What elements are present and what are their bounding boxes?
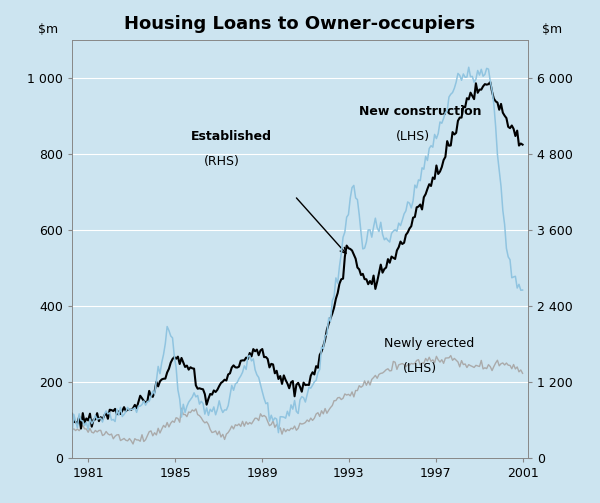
Text: $m: $m bbox=[38, 23, 58, 36]
Title: Housing Loans to Owner-occupiers: Housing Loans to Owner-occupiers bbox=[124, 15, 476, 33]
Text: (LHS): (LHS) bbox=[396, 130, 430, 143]
Text: Newly erected: Newly erected bbox=[385, 337, 475, 350]
Text: Established: Established bbox=[191, 130, 272, 143]
Text: New construction: New construction bbox=[359, 106, 482, 118]
Text: (LHS): (LHS) bbox=[403, 362, 437, 375]
Text: (RHS): (RHS) bbox=[204, 155, 240, 169]
Text: $m: $m bbox=[542, 23, 562, 36]
